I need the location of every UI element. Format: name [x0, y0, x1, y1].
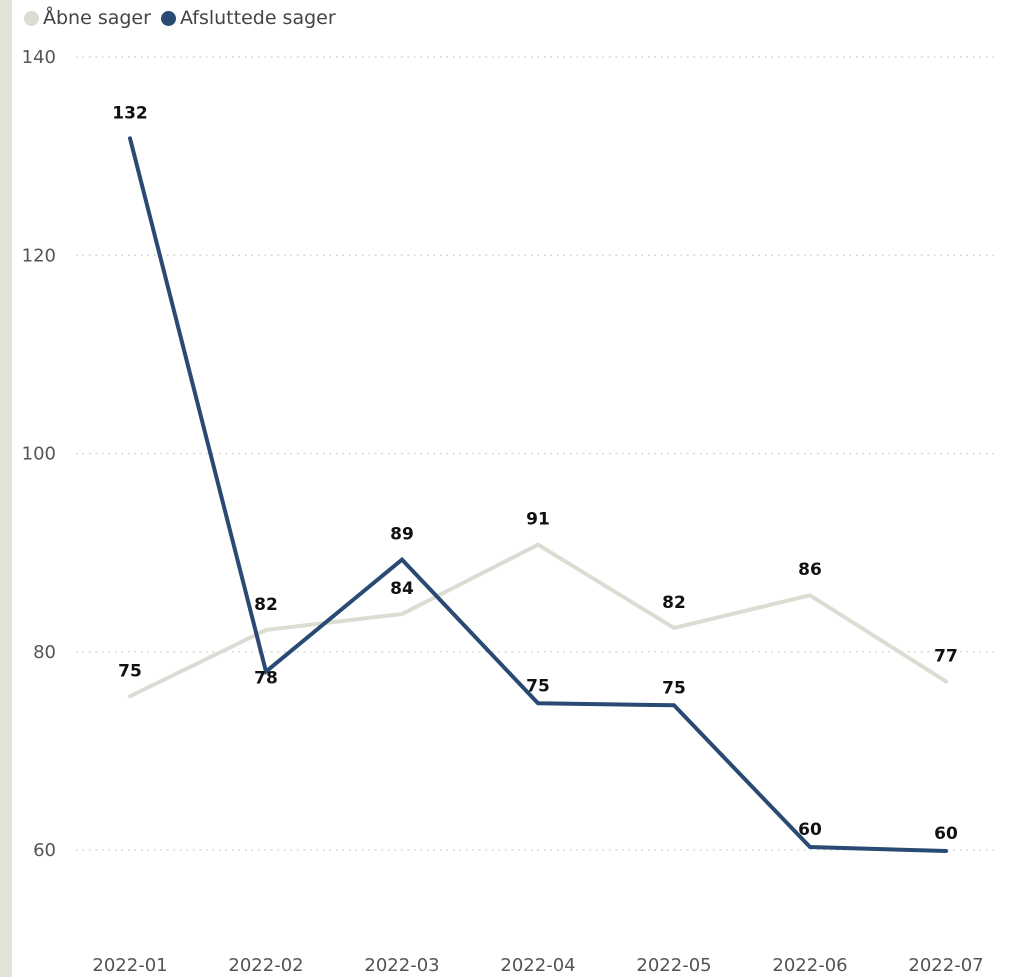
y-tick-label-100: 100 [22, 444, 56, 465]
x-tick-label-2022-01: 2022-01 [92, 955, 167, 976]
legend-dot-open [24, 10, 39, 26]
legend: Åbne sager Afsluttede sager [24, 6, 346, 30]
legend-label-open: Åbne sager [43, 7, 151, 29]
x-tick-label-2022-06: 2022-06 [772, 955, 847, 976]
data-label-s1-2: 89 [390, 525, 414, 545]
data-label-s1-1: 78 [254, 669, 278, 689]
y-tick-label-80: 80 [33, 642, 56, 663]
data-label-s1-4: 75 [662, 678, 686, 698]
data-label-s0-5: 86 [798, 560, 822, 580]
data-label-s1-6: 60 [934, 824, 958, 844]
x-tick-label-2022-02: 2022-02 [228, 955, 303, 976]
x-tick-label-2022-07: 2022-07 [908, 955, 983, 976]
data-label-s0-2: 84 [390, 579, 414, 599]
x-tick-label-2022-03: 2022-03 [364, 955, 439, 976]
series-line-1 [128, 136, 948, 853]
legend-item-open[interactable]: Åbne sager [24, 7, 151, 29]
y-tick-label-140: 140 [22, 47, 56, 68]
data-label-s1-5: 60 [798, 820, 822, 840]
data-label-s1-0: 132 [112, 103, 148, 123]
data-label-s0-3: 91 [526, 510, 550, 530]
x-tick-label-2022-04: 2022-04 [500, 955, 575, 976]
x-tick-label-2022-05: 2022-05 [636, 955, 711, 976]
left-edge-strip [0, 0, 12, 977]
y-tick-label-60: 60 [33, 840, 56, 861]
data-label-s1-3: 75 [526, 676, 550, 696]
legend-dot-closed [160, 10, 176, 26]
data-label-s0-0: 75 [118, 661, 142, 681]
y-tick-label-120: 120 [22, 245, 56, 266]
data-label-s0-6: 77 [934, 646, 958, 666]
legend-label-closed: Afsluttede sager [179, 7, 336, 29]
legend-item-closed[interactable]: Afsluttede sager [160, 7, 336, 29]
series-line-0 [128, 542, 948, 699]
data-label-s0-4: 82 [662, 593, 686, 613]
data-label-s0-1: 82 [254, 595, 278, 615]
